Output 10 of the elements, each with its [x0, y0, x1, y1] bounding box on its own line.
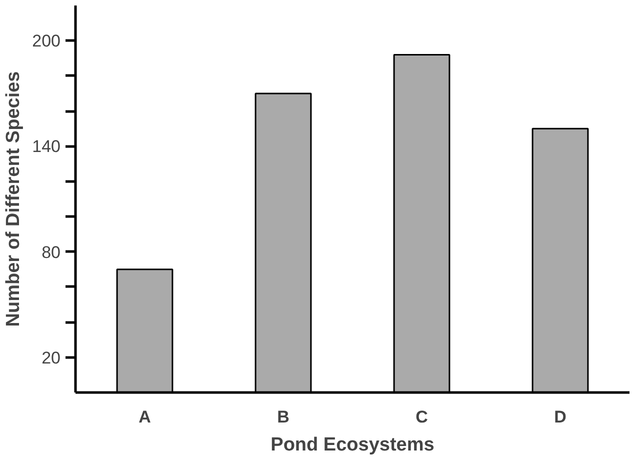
y-axis-title: Number of Different Species: [3, 71, 24, 327]
y-tick-label: 140: [32, 137, 61, 156]
y-tick-label: 200: [32, 32, 61, 51]
x-tick-label: C: [416, 408, 428, 426]
y-tick-label: 80: [42, 242, 61, 262]
x-axis-title: Pond Ecosystems: [270, 434, 434, 456]
x-tick-label: D: [554, 408, 566, 426]
y-tick-label: 20: [42, 348, 61, 368]
x-tick-label: A: [138, 408, 151, 426]
x-tick-label: B: [277, 408, 290, 426]
